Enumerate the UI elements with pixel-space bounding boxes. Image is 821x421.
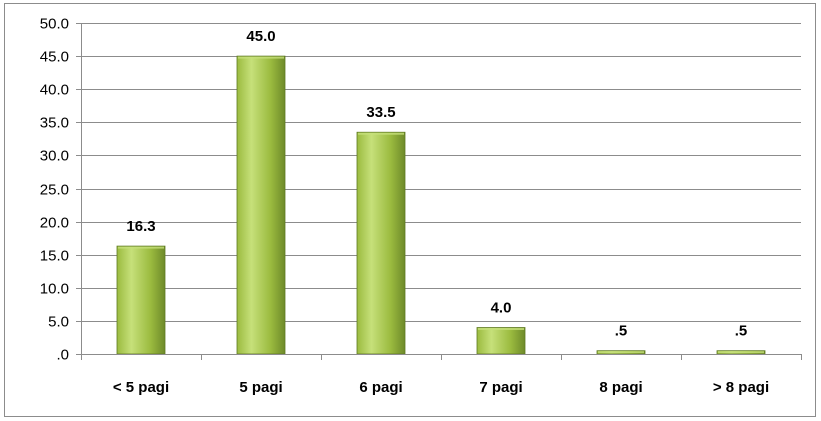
axes	[76, 23, 802, 360]
x-category-label: > 8 pagi	[713, 379, 769, 396]
y-tick-label: 50.0	[40, 16, 69, 33]
bar-value-label: .5	[615, 323, 628, 340]
x-category-label: < 5 pagi	[113, 379, 169, 396]
bar	[116, 245, 166, 355]
y-tick-label: 45.0	[40, 49, 69, 66]
data-labels: 16.3 45.0 33.5 4.0 .5 .5	[126, 28, 747, 340]
y-tick-labels: .0 5.0 10.0 15.0 20.0 25.0 30.0 35.0 40.0 45.0 50.…	[40, 16, 69, 364]
y-tick-label: 40.0	[40, 82, 69, 99]
bar	[476, 327, 526, 355]
x-category-label: 7 pagi	[479, 379, 522, 396]
bar-highlight	[718, 351, 764, 354]
bar-highlight	[478, 328, 524, 331]
y-tick-label: 5.0	[48, 314, 69, 331]
bar-value-label: 33.5	[366, 104, 395, 121]
bar	[236, 55, 286, 355]
bar-value-label: 16.3	[126, 218, 155, 235]
category-labels: < 5 pagi 5 pagi 6 pagi 7 pagi 8 pagi > 8 pagi	[113, 379, 769, 396]
y-tick-label: 10.0	[40, 281, 69, 298]
bar-highlight	[118, 246, 164, 249]
bar-value-label: .5	[735, 323, 748, 340]
x-category-label: 8 pagi	[599, 379, 642, 396]
bar-highlight	[598, 351, 644, 354]
bars	[116, 55, 766, 355]
x-category-label: 5 pagi	[239, 379, 282, 396]
bar-highlight	[358, 132, 404, 135]
y-tick-label: 30.0	[40, 148, 69, 165]
y-tick-label: 20.0	[40, 215, 69, 232]
y-tick-label: .0	[56, 347, 69, 364]
x-category-label: 6 pagi	[359, 379, 402, 396]
bar-highlight	[238, 56, 284, 59]
bar-value-label: 4.0	[491, 300, 512, 317]
y-tick-label: 35.0	[40, 115, 69, 132]
bar	[356, 131, 406, 355]
bar-value-label: 45.0	[246, 28, 275, 45]
gridlines	[81, 23, 801, 322]
y-tick-label: 15.0	[40, 248, 69, 265]
y-tick-label: 25.0	[40, 182, 69, 199]
